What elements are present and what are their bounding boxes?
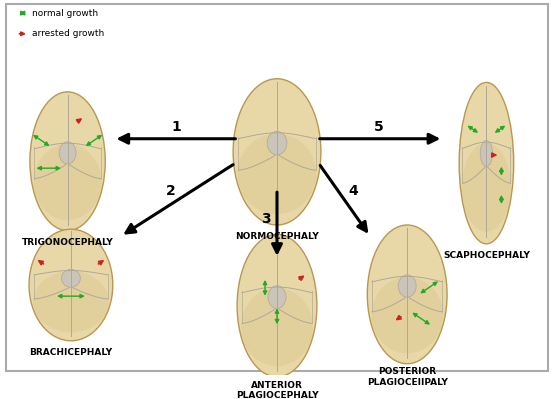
Ellipse shape	[61, 269, 80, 287]
Ellipse shape	[238, 134, 316, 214]
Ellipse shape	[398, 275, 416, 297]
Ellipse shape	[459, 83, 514, 244]
Ellipse shape	[233, 79, 321, 225]
Ellipse shape	[30, 92, 105, 231]
Text: POSTERIOR
PLAGIOCEIIPALY: POSTERIOR PLAGIOCEIIPALY	[367, 367, 448, 387]
Text: SCAPHOCEPHALY: SCAPHOCEPHALY	[443, 251, 530, 260]
Ellipse shape	[462, 143, 511, 232]
Text: NORMOCEPHALY: NORMOCEPHALY	[235, 233, 319, 241]
Ellipse shape	[268, 286, 286, 308]
Text: 3: 3	[261, 212, 271, 226]
Text: arrested growth: arrested growth	[32, 29, 104, 38]
Text: TRIGONOCEPHALY: TRIGONOCEPHALY	[22, 238, 114, 247]
Text: 1: 1	[171, 120, 181, 134]
Text: 2: 2	[166, 184, 176, 198]
Ellipse shape	[33, 271, 109, 332]
Ellipse shape	[371, 277, 443, 354]
Ellipse shape	[34, 144, 101, 220]
Ellipse shape	[29, 229, 113, 341]
Text: 5: 5	[374, 120, 384, 134]
Text: ANTERIOR
PLAGIOCEPHALY: ANTERIOR PLAGIOCEPHALY	[235, 381, 319, 399]
Text: normal growth: normal growth	[32, 9, 98, 18]
Ellipse shape	[267, 131, 287, 155]
Ellipse shape	[241, 288, 313, 366]
Ellipse shape	[59, 142, 76, 164]
Ellipse shape	[367, 225, 447, 364]
Ellipse shape	[237, 234, 317, 377]
Text: BRACHICEPHALY: BRACHICEPHALY	[29, 348, 112, 357]
Ellipse shape	[480, 140, 493, 166]
Text: 4: 4	[348, 184, 358, 198]
FancyBboxPatch shape	[6, 4, 548, 371]
